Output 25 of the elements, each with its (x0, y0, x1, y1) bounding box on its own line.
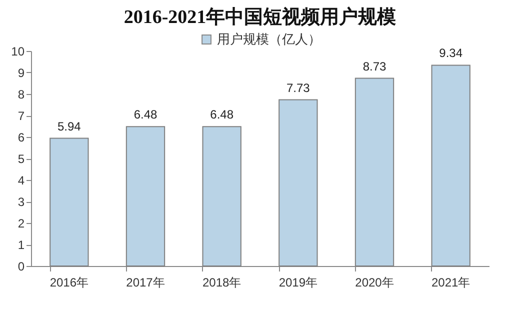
x-tick-label: 2016年 (50, 276, 89, 290)
legend-label: 用户规模（亿人） (217, 32, 321, 46)
y-tick-label: 8 (18, 88, 25, 102)
y-tick-label: 3 (18, 195, 25, 209)
x-tick-label: 2018年 (202, 276, 242, 290)
x-tick-label: 2020年 (355, 276, 394, 290)
data-label: 9.34 (439, 46, 463, 60)
x-tick-label: 2021年 (431, 276, 470, 290)
y-tick-label: 2 (18, 216, 25, 230)
y-tick-label: 5 (18, 152, 25, 166)
y-tick-label: 10 (11, 44, 25, 58)
y-tick-label: 6 (18, 130, 25, 144)
x-tick-label: 2017年 (126, 276, 165, 290)
x-tick-label: 2019年 (278, 276, 318, 290)
data-label: 8.73 (362, 59, 386, 74)
data-label: 7.73 (286, 80, 310, 95)
data-label: 6.48 (134, 108, 158, 122)
y-tick-label: 7 (18, 109, 25, 123)
y-tick-label: 4 (18, 174, 25, 188)
y-tick-label: 0 (18, 260, 25, 274)
y-tick-label: 9 (18, 66, 25, 80)
data-label: 6.48 (210, 108, 234, 122)
data-label: 5.94 (57, 119, 82, 134)
chart-title: 2016-2021年中国短视频用户规模 (124, 6, 396, 28)
y-tick-label: 1 (18, 238, 25, 252)
